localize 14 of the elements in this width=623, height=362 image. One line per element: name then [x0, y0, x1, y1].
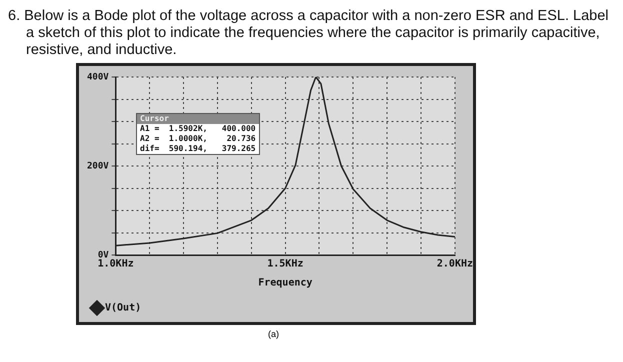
y-tick-label: 0V	[98, 250, 110, 260]
x-tick-label: 2.0KHz	[436, 258, 473, 270]
y-tick-label: 400V	[86, 72, 110, 82]
chart-title: 6. Below is a Bode plot of the voltage across a capacitor with a non-zero ESR and ESL. Label a sketch of this plot to indicate the frequencies where the capacitor is primarily capacitive, resistive, and inductive.	[8, 8, 610, 59]
annotation: A2 = 1.0000K, 20.736	[139, 134, 257, 144]
legend-label: V(Out)	[105, 302, 142, 314]
annotation: dif= 590.194, 379.265	[139, 144, 257, 154]
x-tick-label: 1.0KHz	[98, 258, 134, 270]
y-tick-label: 200V	[86, 161, 110, 172]
annotation: A1 = 1.5902K, 400.000	[139, 124, 257, 134]
x-tick-label: 1.5KHz	[267, 258, 304, 270]
text: (a)	[268, 329, 280, 339]
annotation: Cursor	[137, 114, 259, 124]
x-axis-title: Frequency	[258, 278, 312, 289]
